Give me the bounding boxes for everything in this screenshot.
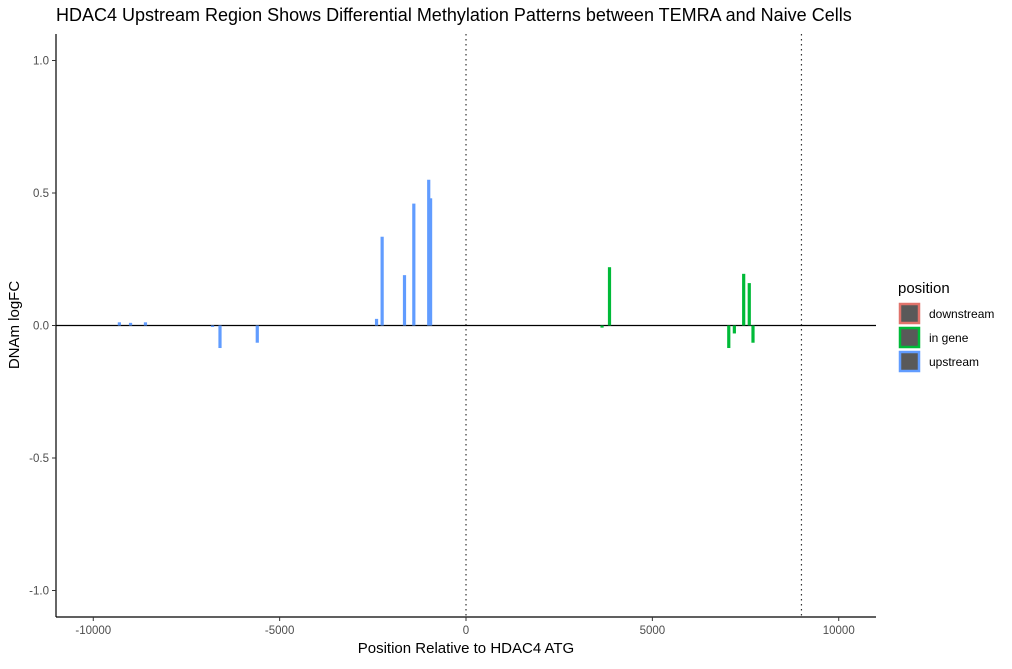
axes: -10000 -5000 0 5000 10000 1.0 0.5 0.0 -0.5 -1.0 bbox=[29, 34, 876, 637]
bar-in-gene-0 bbox=[600, 325, 604, 328]
x-tick-label: -5000 bbox=[265, 625, 294, 637]
bar-upstream-8 bbox=[402, 275, 407, 326]
plot-area bbox=[56, 34, 876, 617]
bar-in-gene-4 bbox=[742, 273, 746, 326]
bar-in-gene-1 bbox=[607, 267, 612, 326]
bar-upstream-1 bbox=[128, 322, 133, 326]
bar-upstream-2 bbox=[143, 322, 148, 326]
bar-upstream-11 bbox=[428, 198, 433, 326]
bar-in-gene-5 bbox=[747, 283, 751, 326]
legend-key-in-gene bbox=[898, 326, 921, 349]
bar-upstream-0 bbox=[117, 322, 121, 326]
y-tick-label: 1.0 bbox=[33, 56, 49, 68]
legend-label-downstream: downstream bbox=[929, 307, 994, 321]
y-tick-label: 0.0 bbox=[33, 321, 49, 333]
legend-key-downstream bbox=[898, 302, 921, 325]
bar-upstream-10 bbox=[427, 179, 431, 326]
x-axis-title: Position Relative to HDAC4 ATG bbox=[358, 640, 574, 657]
y-tick-label: -0.5 bbox=[29, 453, 49, 465]
bar-upstream-5 bbox=[255, 325, 259, 343]
y-tick-label: 0.5 bbox=[33, 188, 49, 200]
bar-upstream-4 bbox=[218, 325, 222, 349]
legend-key-upstream bbox=[898, 350, 921, 373]
x-tick-label: 0 bbox=[463, 625, 469, 637]
bar-in-gene-2 bbox=[727, 325, 731, 349]
bar-upstream-9 bbox=[412, 203, 416, 326]
y-tick-label: -1.0 bbox=[29, 586, 49, 598]
bar-upstream-3 bbox=[210, 325, 215, 327]
bar-upstream-6 bbox=[374, 318, 379, 326]
bar-in-gene-3 bbox=[732, 325, 736, 334]
legend: position downstream in gene upstream bbox=[898, 280, 994, 373]
legend-label-upstream: upstream bbox=[929, 355, 979, 369]
y-axis-title: DNAm logFC bbox=[6, 281, 23, 370]
legend-title: position bbox=[898, 280, 950, 297]
x-tick-label: 5000 bbox=[640, 625, 666, 637]
bar-upstream-7 bbox=[380, 236, 384, 326]
legend-label-in-gene: in gene bbox=[929, 331, 969, 345]
bar-in-gene-6 bbox=[751, 325, 755, 343]
x-tick-label: 10000 bbox=[823, 625, 855, 637]
chart-title: HDAC4 Upstream Region Shows Differential… bbox=[56, 5, 852, 25]
x-tick-label: -10000 bbox=[75, 625, 111, 637]
